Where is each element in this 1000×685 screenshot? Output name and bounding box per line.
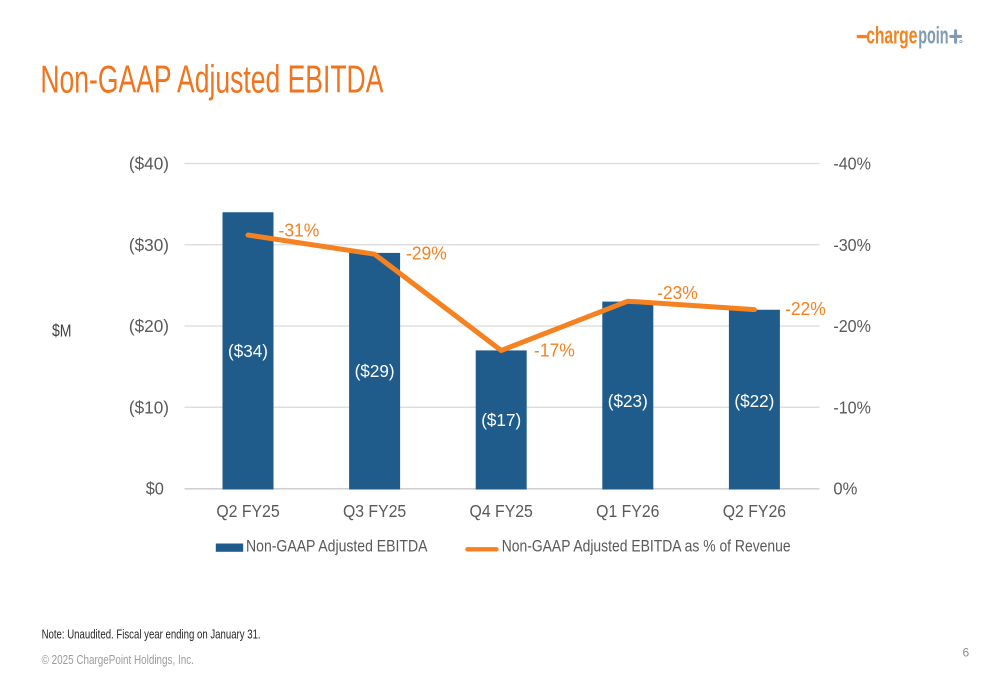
svg-text:6: 6 — [963, 646, 970, 660]
svg-text:Q2 FY25: Q2 FY25 — [216, 501, 279, 521]
svg-text:Non-GAAP Adjusted EBITDA: Non-GAAP Adjusted EBITDA — [246, 538, 428, 556]
svg-text:charge: charge — [866, 22, 917, 49]
svg-text:Q4 FY25: Q4 FY25 — [470, 501, 533, 521]
svg-text:-29%: -29% — [406, 242, 447, 263]
svg-text:($20): ($20) — [129, 316, 169, 336]
svg-text:($40): ($40) — [129, 154, 169, 174]
svg-text:-10%: -10% — [833, 397, 871, 417]
svg-text:-17%: -17% — [534, 339, 575, 360]
svg-text:0%: 0% — [833, 479, 857, 499]
svg-text:$M: $M — [52, 321, 72, 341]
svg-text:($34): ($34) — [228, 341, 268, 361]
svg-text:-20%: -20% — [833, 316, 871, 336]
svg-text:© 2025 ChargePoint Holdings, I: © 2025 ChargePoint Holdings, Inc. — [42, 653, 194, 667]
svg-text:poin: poin — [918, 22, 948, 49]
svg-text:Q1 FY26: Q1 FY26 — [596, 501, 659, 521]
svg-text:($10): ($10) — [129, 397, 169, 417]
svg-text:-22%: -22% — [785, 298, 826, 319]
svg-text:$0: $0 — [146, 479, 164, 499]
svg-text:Q2 FY26: Q2 FY26 — [723, 501, 786, 521]
svg-text:($23): ($23) — [608, 391, 648, 411]
svg-text:Note: Unaudited. Fiscal year e: Note: Unaudited. Fiscal year ending on J… — [42, 628, 261, 642]
svg-text:-23%: -23% — [657, 282, 698, 303]
svg-text:-40%: -40% — [833, 154, 871, 174]
svg-text:($22): ($22) — [734, 391, 774, 411]
svg-text:($29): ($29) — [355, 361, 395, 381]
svg-text:-30%: -30% — [833, 235, 871, 255]
svg-text:($30): ($30) — [129, 235, 169, 255]
svg-text:Q3 FY25: Q3 FY25 — [343, 501, 406, 521]
svg-text:Non-GAAP Adjusted EBITDA: Non-GAAP Adjusted EBITDA — [40, 59, 383, 102]
svg-text:Non-GAAP Adjusted EBITDA as %: Non-GAAP Adjusted EBITDA as % of Revenue — [502, 538, 791, 556]
svg-text:($17): ($17) — [481, 410, 521, 430]
svg-text:-31%: -31% — [279, 219, 320, 240]
